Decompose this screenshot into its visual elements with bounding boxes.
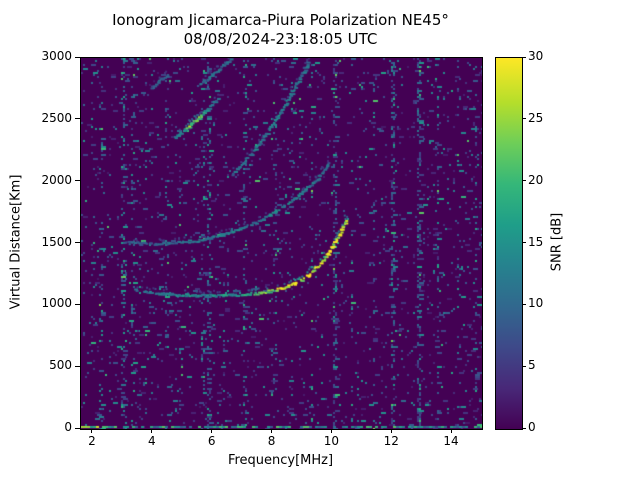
y-tick-label: 3000 bbox=[41, 49, 72, 63]
y-tick-label: 1000 bbox=[41, 296, 72, 311]
chart-subtitle: 08/08/2024-23:18:05 UTC bbox=[183, 30, 378, 48]
y-axis-label: Virtual Distance[Km] bbox=[8, 174, 24, 310]
colorbar-tick-label: 15 bbox=[528, 234, 544, 249]
y-tick-label: 2000 bbox=[41, 172, 72, 187]
colorbar-tick-label: 0 bbox=[528, 420, 536, 434]
x-tick-label: 4 bbox=[147, 434, 156, 448]
chart-title-block: Ionogram Jicamarca-Piura Polarization NE… bbox=[80, 11, 481, 49]
colorbar-tick bbox=[522, 118, 526, 120]
y-tick bbox=[75, 427, 80, 429]
colorbar-tick-label: 30 bbox=[528, 49, 544, 63]
colorbar-tick bbox=[522, 242, 526, 243]
x-tick bbox=[271, 429, 273, 433]
colorbar-tick bbox=[522, 303, 526, 305]
y-tick-label: 500 bbox=[49, 358, 72, 373]
colorbar-tick bbox=[522, 427, 526, 429]
x-tick bbox=[330, 429, 332, 433]
ionogram-canvas bbox=[81, 58, 482, 429]
colorbar-gradient bbox=[495, 57, 523, 430]
x-tick bbox=[211, 429, 213, 433]
colorbar-tick bbox=[522, 180, 526, 182]
x-tick bbox=[450, 429, 452, 433]
colorbar-tick-label: 10 bbox=[528, 296, 544, 311]
colorbar-tick-label: 5 bbox=[528, 358, 536, 373]
x-tick-label: 8 bbox=[267, 434, 276, 448]
y-tick-label: 2500 bbox=[41, 110, 72, 125]
y-tick bbox=[75, 56, 80, 58]
plot-area bbox=[80, 57, 483, 430]
colorbar-tick-label: 25 bbox=[528, 110, 544, 125]
x-tick bbox=[390, 429, 392, 433]
y-tick bbox=[75, 118, 80, 120]
colorbar-tick-label: 20 bbox=[528, 172, 544, 187]
x-tick-label: 10 bbox=[323, 434, 339, 448]
x-tick-label: 12 bbox=[383, 434, 399, 448]
x-tick-label: 14 bbox=[443, 434, 459, 448]
x-tick-label: 6 bbox=[207, 434, 216, 448]
y-tick bbox=[75, 242, 80, 243]
x-tick-label: 2 bbox=[88, 434, 96, 448]
colorbar-tick bbox=[522, 365, 526, 367]
x-axis-label: Frequency[MHz] bbox=[227, 453, 334, 468]
y-tick bbox=[75, 303, 80, 305]
x-tick bbox=[151, 429, 153, 433]
chart-title: Ionogram Jicamarca-Piura Polarization NE… bbox=[112, 11, 449, 29]
colorbar-tick bbox=[522, 56, 526, 58]
y-tick bbox=[75, 180, 80, 182]
x-tick bbox=[91, 429, 93, 433]
y-tick-label: 1500 bbox=[41, 234, 72, 249]
y-tick-label: 0 bbox=[64, 420, 72, 434]
y-tick bbox=[75, 365, 80, 367]
colorbar-label: SNR [dB] bbox=[549, 212, 565, 272]
